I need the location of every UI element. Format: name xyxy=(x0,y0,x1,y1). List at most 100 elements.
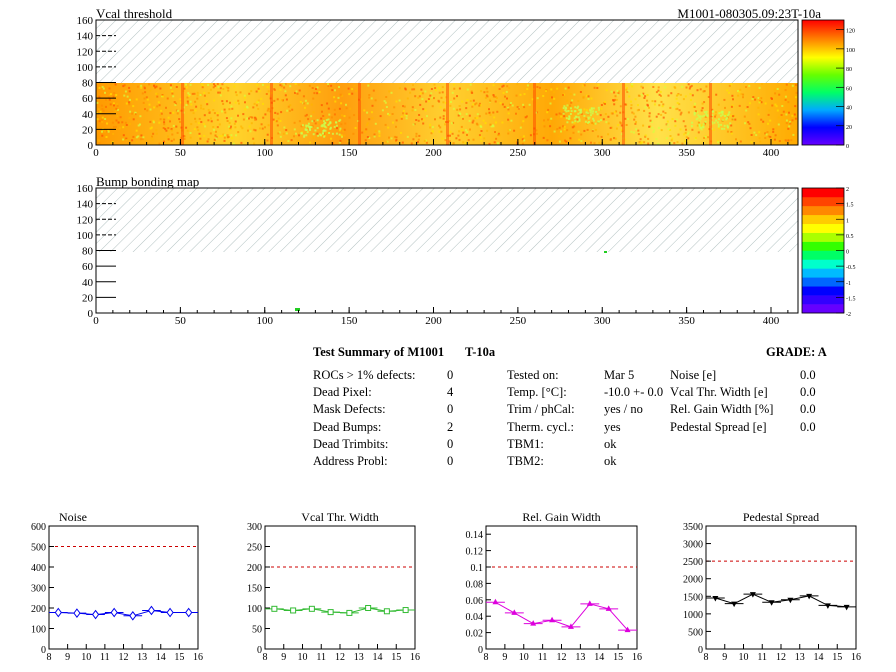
heatmap-cell xyxy=(627,90,630,93)
heatmap-cell xyxy=(172,124,175,127)
heatmap-cell xyxy=(298,120,301,123)
y-tick-label: 140 xyxy=(77,31,94,43)
heatmap-cell xyxy=(148,103,151,106)
summary-label: Tested on: xyxy=(507,368,559,382)
heatmap-cell xyxy=(128,101,131,104)
heatmap-cell xyxy=(128,103,131,106)
heatmap-cell xyxy=(300,132,303,135)
heatmap-cell xyxy=(696,111,699,114)
heatmap-cell xyxy=(648,115,651,118)
heatmap-cell xyxy=(373,135,376,138)
heatmap-cell xyxy=(194,100,197,103)
x-tick-label: 11 xyxy=(538,652,548,663)
heatmap-cell xyxy=(213,112,216,115)
heatmap-cell xyxy=(594,122,597,125)
heatmap-cell xyxy=(586,128,589,131)
x-tick-label: 250 xyxy=(510,315,527,327)
heatmap-cell xyxy=(516,83,519,86)
heatmap-cell xyxy=(781,105,784,107)
heatmap-cell xyxy=(122,126,125,129)
heatmap-cell xyxy=(628,95,631,98)
heatmap-cell xyxy=(660,113,663,116)
heatmap-cell xyxy=(713,121,716,124)
heatmap-cell xyxy=(657,143,660,145)
heatmap-cell xyxy=(265,93,268,95)
heatmap-cell xyxy=(220,135,223,138)
heatmap-cell xyxy=(702,123,705,126)
heatmap-cell xyxy=(272,118,275,121)
heatmap-cell xyxy=(488,111,491,114)
heatmap-cell xyxy=(705,110,708,113)
heatmap-cell xyxy=(235,134,237,137)
heatmap-cell xyxy=(655,91,658,94)
heatmap-cell xyxy=(112,102,115,105)
heatmap-cell xyxy=(209,88,212,91)
heatmap-cell xyxy=(693,111,696,114)
x-tick-label: 200 xyxy=(425,315,442,327)
chip-boundary xyxy=(181,83,184,145)
heatmap-cell xyxy=(223,139,226,142)
heatmap-cell xyxy=(465,107,468,110)
heatmap-cell xyxy=(637,108,640,111)
heatmap-cell xyxy=(671,137,674,140)
heatmap-cell xyxy=(728,84,731,87)
heatmap-cell xyxy=(241,127,244,130)
heatmap-cell xyxy=(305,113,308,116)
heatmap-cell xyxy=(566,121,569,124)
heatmap-cell xyxy=(266,109,269,112)
y-tick-label: 80 xyxy=(82,246,94,258)
heatmap-cell xyxy=(684,125,687,128)
heatmap-cell xyxy=(122,134,125,137)
heatmap-cell xyxy=(367,84,370,87)
heatmap-cell xyxy=(589,109,592,112)
chip-boundary xyxy=(446,83,449,145)
heatmap-cell xyxy=(411,109,414,112)
heatmap-cell xyxy=(592,123,595,125)
heatmap-cell xyxy=(555,86,558,89)
heatmap-cell xyxy=(101,120,104,123)
heatmap-cell xyxy=(579,91,582,93)
heatmap-cell xyxy=(694,102,696,105)
y-tick-label: 20 xyxy=(82,292,94,304)
heatmap-cell xyxy=(312,136,314,139)
heatmap-cell xyxy=(194,117,197,120)
heatmap-cell xyxy=(542,136,545,139)
heatmap-cell xyxy=(253,116,256,119)
heatmap-cell xyxy=(218,123,221,126)
heatmap-cell xyxy=(610,90,613,93)
heatmap-cell xyxy=(731,94,734,97)
heatmap-cell xyxy=(465,113,468,116)
heatmap-cell xyxy=(574,106,577,109)
heatmap-cell xyxy=(573,121,576,124)
heatmap-cell xyxy=(156,95,159,98)
heatmap-cell xyxy=(323,124,326,127)
heatmap-cell xyxy=(573,125,576,128)
heatmap-cell xyxy=(108,94,111,96)
y-tick-label: 40 xyxy=(82,277,94,289)
heatmap-cell xyxy=(669,106,672,109)
heatmap-cell xyxy=(715,119,718,122)
heatmap-cell xyxy=(679,128,682,131)
heatmap-cell xyxy=(565,110,568,113)
heatmap-cell xyxy=(258,90,261,93)
heatmap-cell xyxy=(110,142,113,145)
heatmap-cell xyxy=(711,114,714,117)
summary-value: 0.0 xyxy=(800,402,816,417)
plot-frame xyxy=(485,525,638,650)
heatmap-cell xyxy=(693,106,696,108)
heatmap-cell xyxy=(613,137,616,140)
heatmap-cell xyxy=(170,128,173,131)
heatmap-cell xyxy=(685,136,688,139)
y-tick-label: 500 xyxy=(688,627,703,638)
heatmap-cell xyxy=(187,102,189,105)
heatmap-cell xyxy=(216,118,219,121)
heatmap-cell xyxy=(114,110,117,113)
heatmap-cell xyxy=(135,136,138,139)
heatmap-cell xyxy=(226,136,229,139)
heatmap-cell xyxy=(424,109,427,112)
heatmap-cell xyxy=(366,124,368,126)
heatmap-cell xyxy=(336,127,338,130)
data-point xyxy=(586,600,593,606)
summary-value: yes xyxy=(604,419,621,434)
heatmap-cell xyxy=(146,98,149,101)
